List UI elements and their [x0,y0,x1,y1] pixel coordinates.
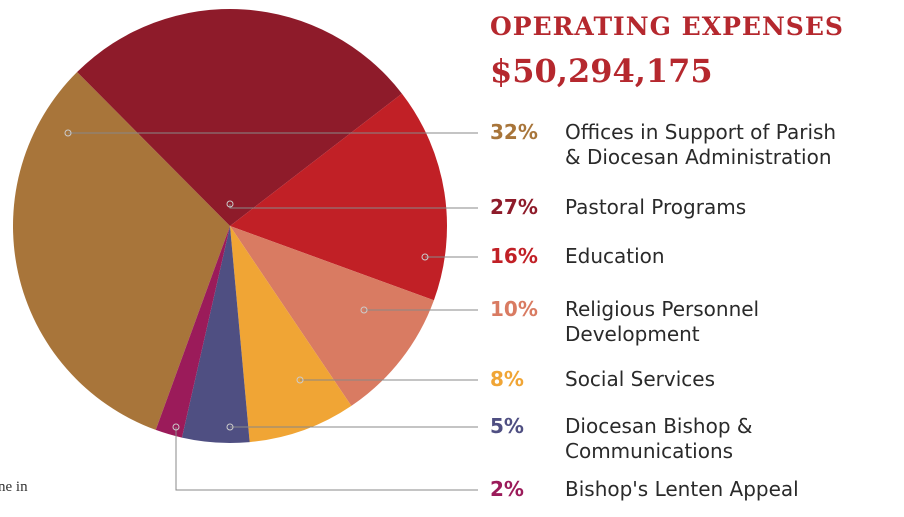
leader-dot [226,200,234,208]
legend-label: Diocesan Bishop & Communications [565,414,753,463]
leader-dot [64,129,72,137]
pie-slice [181,226,250,443]
pie-slice [230,93,447,301]
pie-slice [12,72,230,430]
chart-subtitle: $50,294,175 [490,52,713,90]
legend-item: 10% Religious Personnel Development [490,297,759,347]
legend-label: Social Services [565,367,715,391]
legend-item: 16% Education [490,244,665,269]
leader-dot [226,423,234,431]
legend-value: 16% [490,244,538,268]
leader-dot [421,253,429,261]
leader-dot [360,306,368,314]
legend-value: 5% [490,414,524,438]
legend-value: 10% [490,297,538,321]
leader-dot [172,423,180,431]
legend-item: 2% Bishop's Lenten Appeal [490,477,799,502]
legend-value: 2% [490,477,524,501]
legend-label: Religious Personnel Development [565,297,760,346]
legend-item: 8% Social Services [490,367,715,392]
legend-value: 8% [490,367,524,391]
chart-title: OPERATING EXPENSES [490,12,844,41]
legend-label: Bishop's Lenten Appeal [565,477,799,501]
legend-item: 32% Offices in Support of Parish & Dioces… [490,120,836,170]
legend-value: 32% [490,120,538,144]
legend-label: Offices in Support of Parish & Diocesan … [565,120,837,169]
legend-value: 27% [490,195,538,219]
pie-slice [77,9,402,227]
legend-label: Pastoral Programs [565,195,747,219]
footnote: ne in [0,479,28,495]
pie-slice [230,226,352,443]
leader-line [175,427,478,491]
pie-slice [230,226,434,406]
legend-item: 27% Pastoral Programs [490,195,746,220]
leader-dot [296,376,304,384]
leader-line [229,204,478,209]
legend-label: Education [565,244,665,268]
pie-slice [155,226,230,438]
legend-item: 5% Diocesan Bishop & Communications [490,414,752,464]
